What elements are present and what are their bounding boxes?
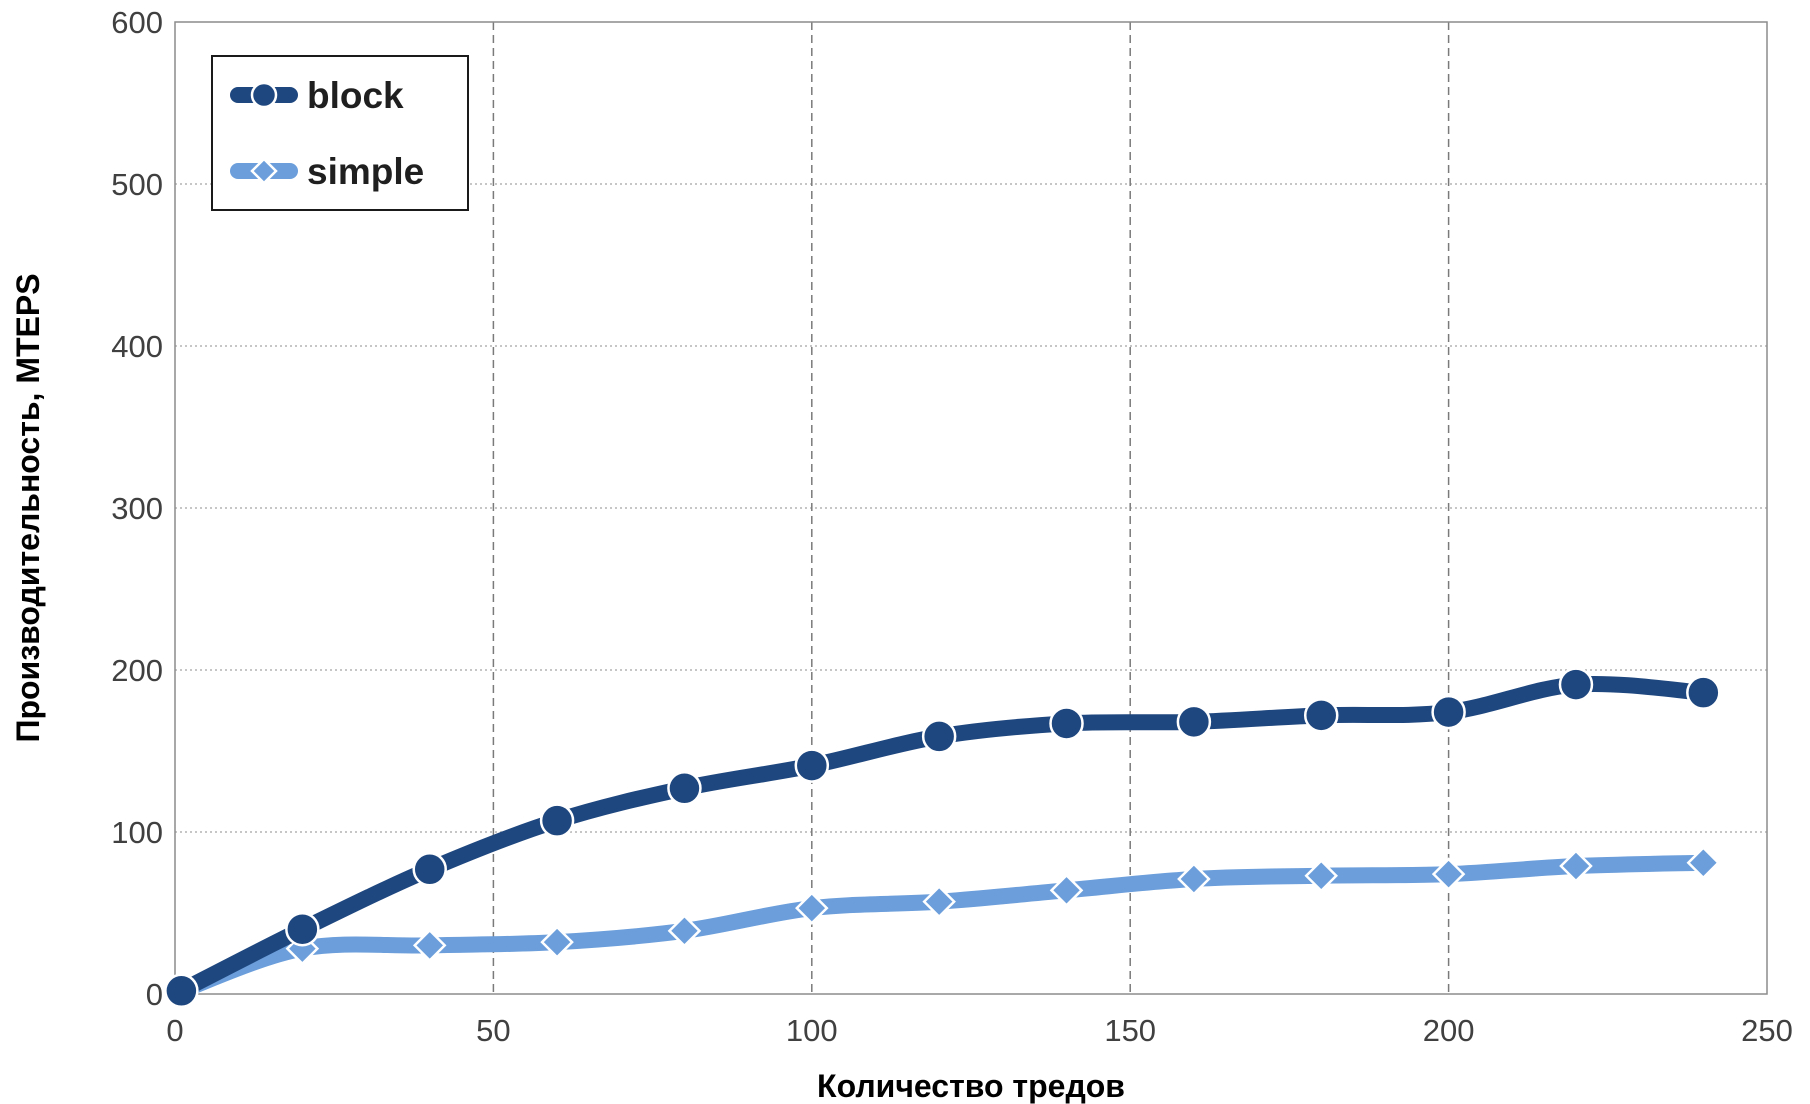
data-point-simple bbox=[1686, 846, 1721, 880]
data-point-simple bbox=[540, 925, 574, 959]
data-point-block bbox=[794, 748, 830, 783]
data-point-block bbox=[539, 803, 575, 838]
data-point-block bbox=[1176, 704, 1212, 740]
data-point-simple bbox=[922, 884, 956, 919]
x-tick-label: 100 bbox=[786, 1013, 838, 1048]
y-tick-label: 300 bbox=[111, 491, 163, 526]
data-point-simple bbox=[1431, 857, 1466, 891]
x-axis-ticks: 0 50 100 150 200 250 bbox=[166, 1013, 1792, 1048]
plot-area-frame bbox=[174, 21, 1768, 995]
legend-label-block: block bbox=[307, 75, 404, 116]
series-simple bbox=[164, 846, 1721, 1008]
data-point-block bbox=[1049, 706, 1084, 741]
x-tick-label: 250 bbox=[1741, 1013, 1793, 1048]
x-axis-title: Количество тредов bbox=[817, 1068, 1125, 1104]
data-point-block bbox=[412, 852, 447, 887]
legend-label-simple: simple bbox=[307, 151, 424, 192]
x-tick-label: 150 bbox=[1104, 1013, 1156, 1048]
data-point-block bbox=[164, 973, 199, 1009]
data-point-simple bbox=[1304, 858, 1339, 893]
y-tick-label: 500 bbox=[111, 167, 163, 202]
data-point-simple bbox=[1177, 862, 1211, 896]
data-point-block bbox=[1431, 694, 1466, 730]
y-tick-label: 200 bbox=[111, 653, 163, 688]
y-axis-ticks: 0 100 200 300 400 500 600 bbox=[111, 5, 163, 1012]
data-point-simple bbox=[1049, 873, 1084, 908]
y-tick-label: 100 bbox=[111, 815, 163, 850]
y-tick-label: 400 bbox=[111, 329, 163, 364]
y-tick-label: 600 bbox=[111, 5, 163, 40]
y-tick-label: 0 bbox=[146, 977, 163, 1012]
legend-frame bbox=[211, 55, 469, 211]
data-point-simple bbox=[412, 928, 447, 963]
axes bbox=[174, 21, 1768, 995]
data-point-block bbox=[285, 911, 320, 947]
legend: block simple bbox=[211, 55, 469, 211]
legend-entry-simple: simple bbox=[230, 151, 424, 192]
legend-swatch-marker-simple bbox=[250, 157, 278, 185]
y-axis-title: Производительность, MTEPS bbox=[10, 273, 46, 742]
legend-swatch-marker-block bbox=[250, 81, 278, 109]
x-tick-label: 50 bbox=[476, 1013, 510, 1048]
series-block bbox=[164, 667, 1721, 1009]
data-point-block bbox=[1303, 698, 1339, 733]
data-point-block bbox=[921, 719, 957, 754]
data-point-block bbox=[667, 771, 702, 806]
x-tick-label: 200 bbox=[1423, 1013, 1475, 1048]
data-point-simple bbox=[795, 891, 829, 925]
data-point-simple bbox=[667, 914, 702, 948]
x-tick-label: 0 bbox=[166, 1013, 183, 1048]
data-point-block bbox=[1558, 667, 1594, 702]
series bbox=[164, 667, 1721, 1009]
data-point-simple bbox=[1559, 849, 1593, 883]
legend-entry-block: block bbox=[230, 75, 404, 116]
data-point-block bbox=[1686, 675, 1721, 710]
